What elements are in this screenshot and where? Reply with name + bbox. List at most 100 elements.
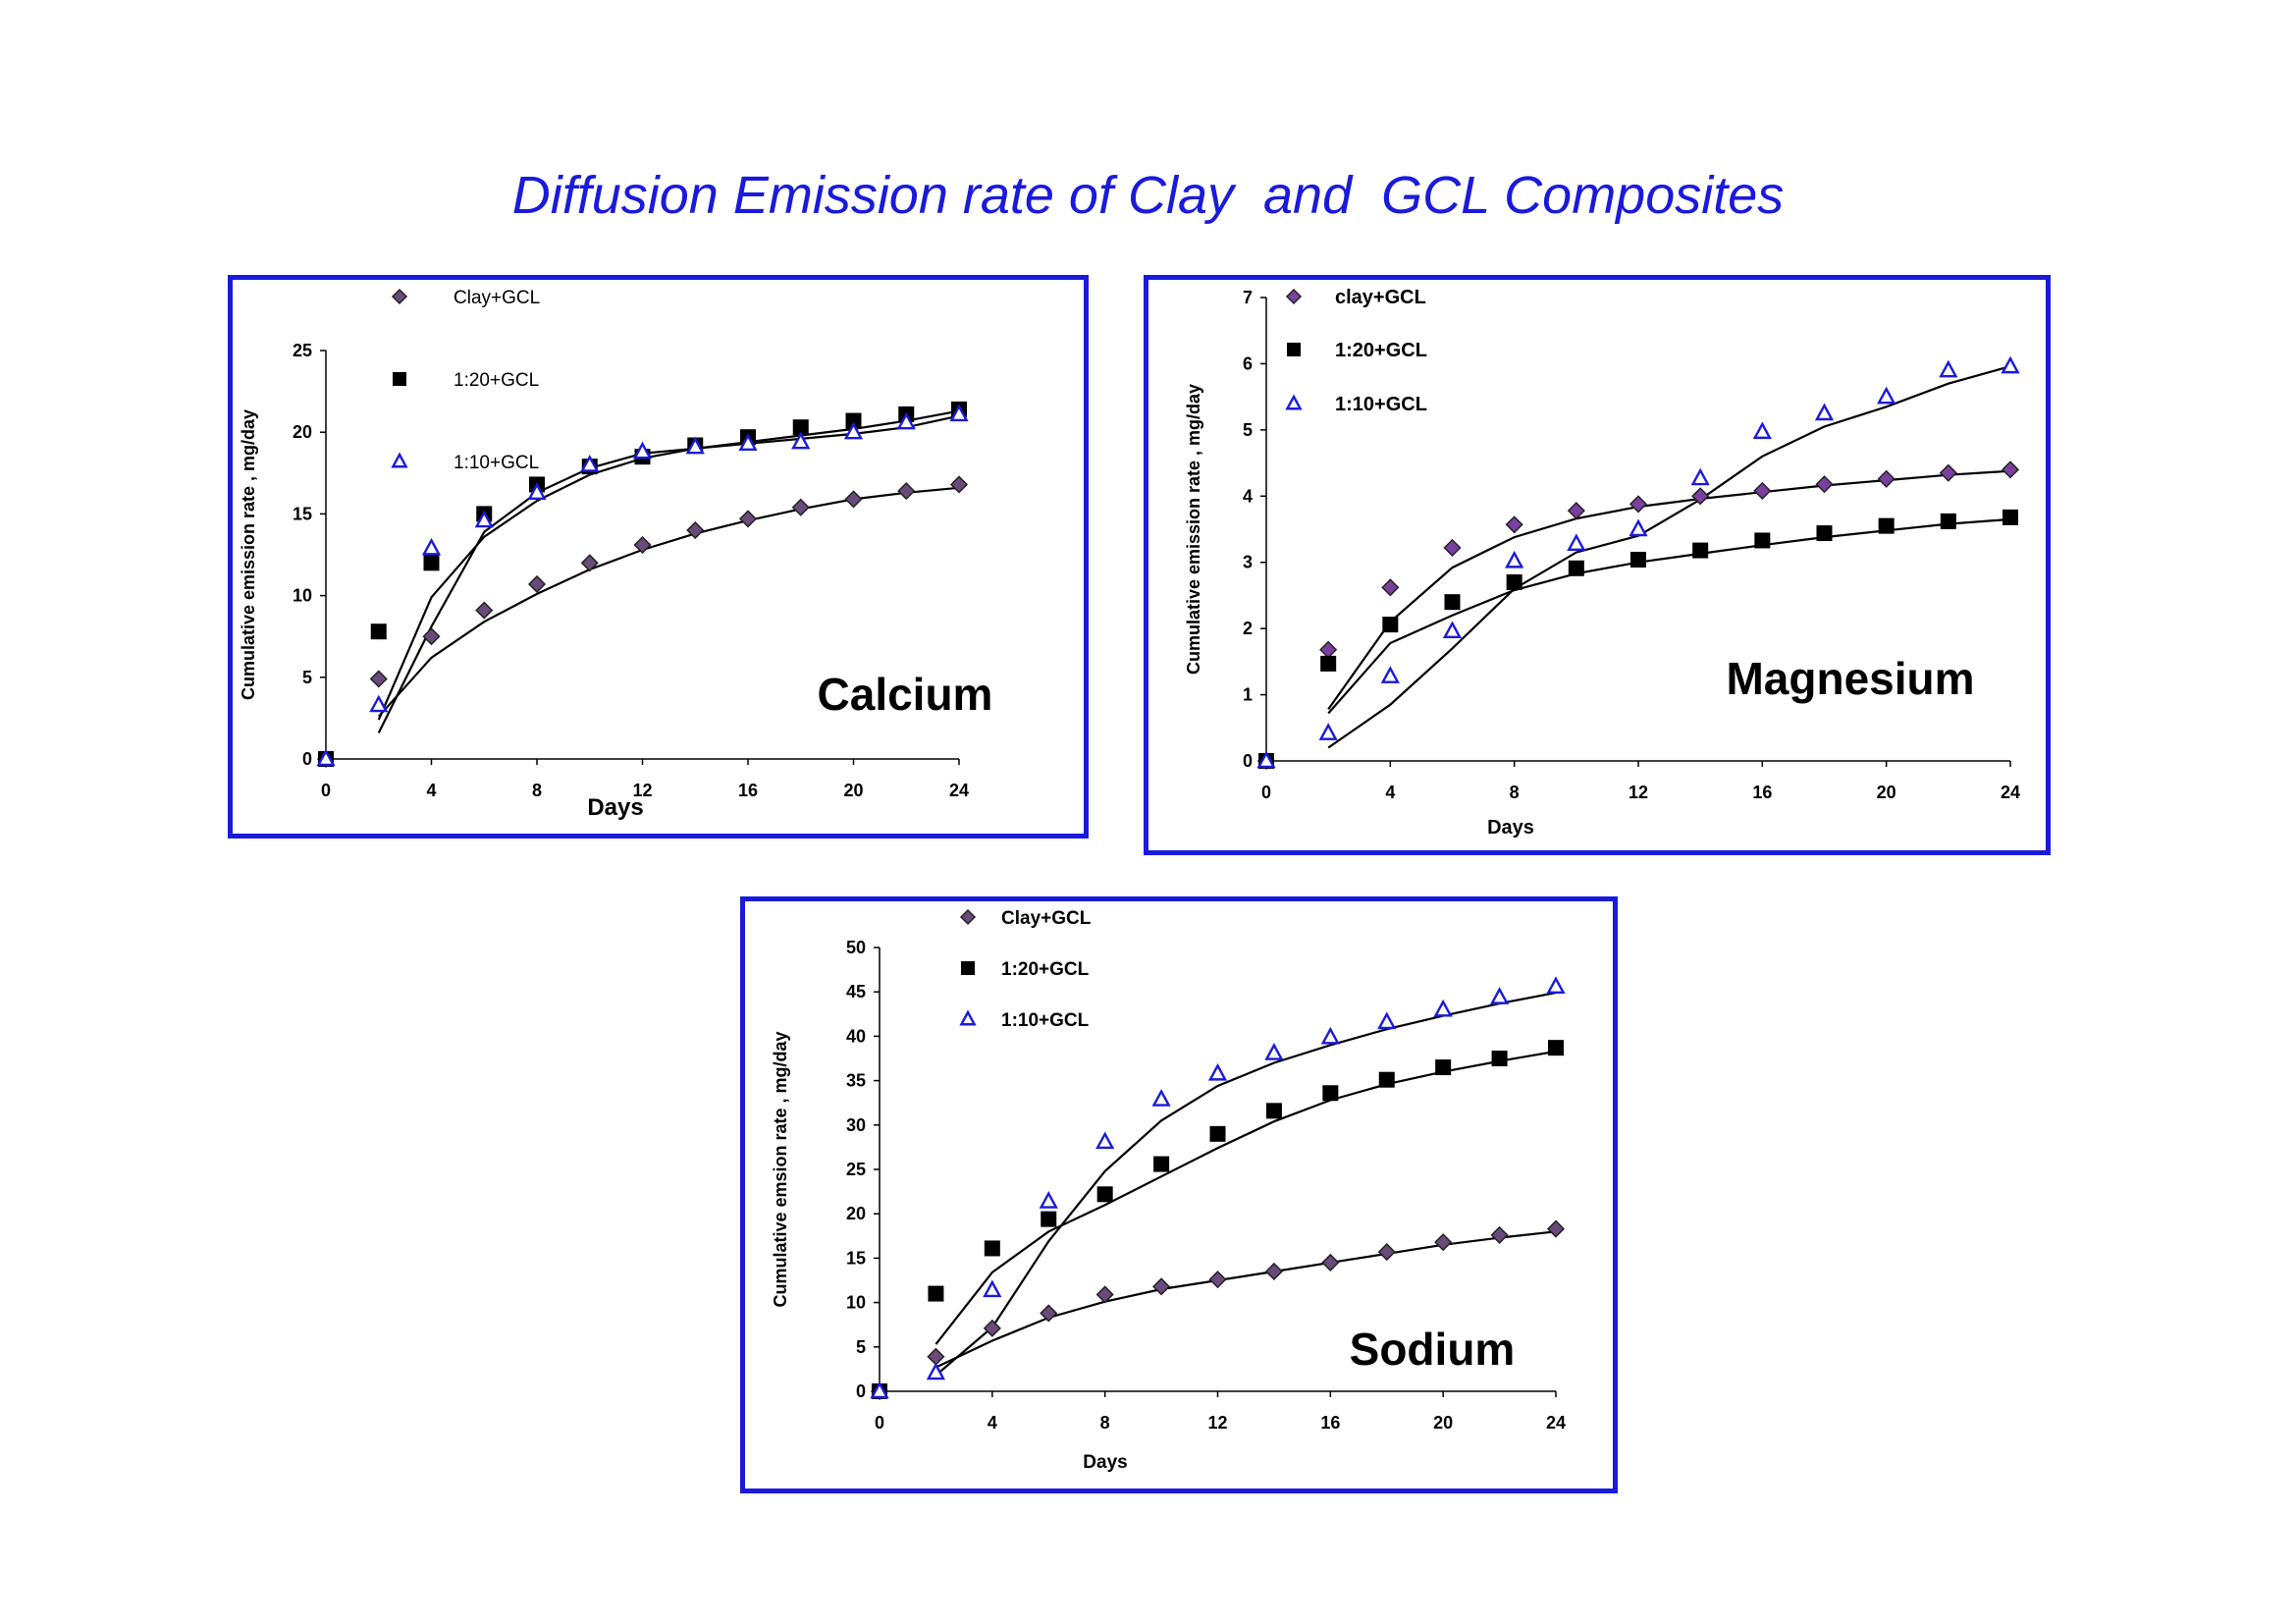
calcium-chart-panel: 0 5 10 15 20 25 0 4 8 12 16 20 24 Days Cumulative emis… [228, 275, 1089, 839]
legend-marker-clay-gcl [1285, 288, 1303, 305]
point-1-10-gcl [316, 748, 336, 767]
point-1-10-gcl [1690, 467, 1710, 486]
point-1-20-gcl [928, 1285, 944, 1302]
legend-marker-clay-gcl [959, 908, 977, 926]
y-tick-label: 50 [846, 938, 866, 957]
point-clay-gcl [1567, 502, 1585, 520]
y-tick-label: 6 [1243, 353, 1253, 373]
point-clay-gcl [1095, 1285, 1114, 1304]
y-tick-label: 4 [1243, 486, 1253, 506]
point-1-20-gcl [1444, 594, 1461, 611]
point-clay-gcl [1443, 538, 1462, 557]
chart-name: Sodium [1350, 1324, 1516, 1375]
legend-marker-1-20-gcl [393, 372, 406, 386]
x-tick-label: 4 [1385, 783, 1395, 802]
x-tick-label: 0 [1261, 783, 1271, 802]
legend-label-1-20-gcl: 1:20+GCL [1335, 340, 1427, 361]
point-1-10-gcl [685, 436, 705, 455]
point-1-20-gcl [1816, 525, 1833, 542]
point-1-10-gcl [983, 1279, 1002, 1298]
point-1-20-gcl [1320, 655, 1337, 672]
point-1-20-gcl [1491, 1051, 1508, 1066]
point-clay-gcl [949, 475, 969, 494]
y-tick-label: 7 [1243, 288, 1253, 307]
point-clay-gcl [1381, 578, 1400, 597]
point-1-10-gcl [1629, 518, 1648, 537]
point-1-10-gcl [1546, 976, 1566, 994]
fit-line-1-20-gcl [1327, 517, 2011, 715]
point-1-20-gcl [1940, 513, 1956, 529]
point-clay-gcl [1877, 469, 1896, 488]
chart-name: Magnesium [1726, 653, 1974, 704]
x-tick-label: 0 [321, 781, 331, 800]
point-1-10-gcl [843, 421, 864, 440]
y-tick-label: 40 [846, 1026, 866, 1046]
point-1-20-gcl [845, 412, 862, 429]
fit-line-clay-gcl [1327, 469, 2011, 711]
point-1-20-gcl [1692, 542, 1709, 559]
y-tick-label: 0 [856, 1381, 866, 1401]
y-axis-label: Cumulative emission rate , mg/day [1184, 384, 1203, 675]
point-1-10-gcl [1939, 359, 1958, 378]
fit-line-clay-gcl [377, 486, 960, 718]
legend-label-clay-gcl: Clay+GCL [454, 288, 540, 308]
legend-marker-1-20-gcl [1287, 343, 1301, 356]
x-tick-label: 16 [738, 781, 758, 800]
legend-label-clay-gcl: Clay+GCL [1001, 908, 1092, 929]
point-clay-gcl [527, 574, 547, 594]
point-1-20-gcl [1506, 573, 1522, 590]
point-clay-gcl [738, 510, 758, 528]
x-tick-label: 8 [532, 781, 542, 800]
legend-marker-1-20-gcl [961, 961, 975, 975]
point-1-10-gcl [1433, 999, 1453, 1017]
point-1-10-gcl [632, 441, 653, 460]
page-title: Diffusion Emission rate of Clay and GCL … [511, 166, 1785, 225]
point-clay-gcl [633, 535, 652, 555]
y-tick-label: 45 [846, 982, 866, 1001]
point-clay-gcl [1490, 1225, 1509, 1244]
point-1-10-gcl [369, 694, 389, 713]
x-tick-label: 8 [1510, 783, 1520, 802]
point-1-10-gcl [1039, 1191, 1058, 1209]
legend-label-1-10-gcl: 1:10+GCL [1335, 394, 1427, 415]
point-1-10-gcl [1877, 386, 1896, 405]
y-tick-label: 25 [846, 1160, 866, 1179]
point-1-20-gcl [1209, 1125, 1226, 1142]
point-clay-gcl [1208, 1271, 1227, 1289]
point-1-10-gcl [1752, 421, 1772, 440]
y-tick-label: 15 [846, 1248, 866, 1268]
point-clay-gcl [1434, 1233, 1453, 1252]
point-clay-gcl [1505, 515, 1523, 534]
point-1-20-gcl [984, 1240, 1000, 1257]
point-clay-gcl [1321, 1253, 1340, 1272]
point-1-20-gcl [792, 419, 809, 436]
y-tick-label: 10 [293, 586, 312, 606]
point-clay-gcl [1939, 463, 1957, 482]
sodium-chart-panel: 0 5 10 15 20 25 30 35 40 45 50 0 4 8 12 16 20 24 Days Cumul… [740, 896, 1618, 1493]
point-clay-gcl [580, 554, 599, 572]
fit-line-clay-gcl [934, 1230, 1557, 1369]
point-1-20-gcl [1754, 532, 1771, 549]
y-tick-label: 1 [1243, 685, 1253, 705]
x-tick-label: 16 [1320, 1413, 1340, 1433]
y-tick-label: 0 [302, 749, 312, 769]
point-1-20-gcl [370, 623, 387, 640]
x-tick-label: 20 [1433, 1413, 1453, 1433]
point-clay-gcl [1377, 1243, 1396, 1262]
fit-line-1-20-gcl [934, 1050, 1557, 1345]
x-tick-label: 8 [1100, 1413, 1110, 1433]
point-1-20-gcl [1265, 1103, 1282, 1119]
chart-name: Calcium [818, 669, 993, 720]
point-1-10-gcl [870, 1380, 889, 1399]
y-tick-label: 25 [293, 341, 312, 360]
y-tick-label: 20 [846, 1204, 866, 1223]
point-1-10-gcl [1442, 621, 1463, 639]
legend-marker-1-10-gcl [391, 452, 408, 468]
x-tick-label: 20 [1877, 783, 1896, 802]
x-tick-label: 24 [1546, 1413, 1566, 1433]
point-clay-gcl [369, 670, 388, 688]
x-axis-label: Days [1487, 817, 1534, 839]
fit-line-1-10-gcl [934, 992, 1557, 1377]
point-clay-gcl [1753, 481, 1772, 500]
